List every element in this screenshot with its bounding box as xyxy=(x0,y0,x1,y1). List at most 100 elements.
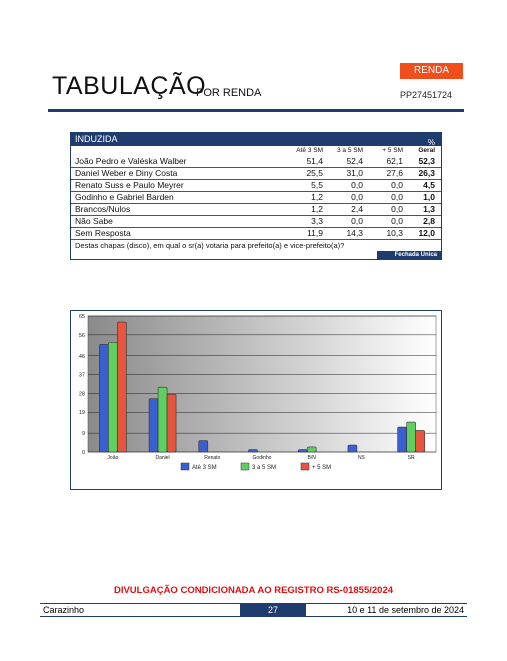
x-tick-label: Godinho xyxy=(253,455,272,461)
bar xyxy=(306,446,317,453)
footer-bar: Carazinho 27 10 e 11 de setembro de 2024 xyxy=(40,603,467,617)
table-row: Brancos/Nulos 1,2 2,4 0,0 1,3 xyxy=(71,204,441,216)
y-tick-label: 0 xyxy=(82,450,85,456)
cell: 11,9 xyxy=(307,228,323,238)
page-number: 27 xyxy=(240,604,306,616)
bar xyxy=(347,444,358,453)
cell: 25,5 xyxy=(306,168,323,178)
legend-label: + 5 SM xyxy=(312,465,331,471)
date: 10 e 11 de setembro de 2024 xyxy=(347,605,464,615)
legend-label: 3 a 5 SM xyxy=(252,465,276,471)
bar xyxy=(198,440,209,453)
cell: 0,0 xyxy=(351,192,363,202)
cell: 1,2 xyxy=(311,192,323,202)
column-header: Até 3 SM xyxy=(296,147,323,154)
cell: 3,3 xyxy=(311,216,323,226)
table-body: Até 3 SM 3 a 5 SM + 5 SM Geral João Pedro e … xyxy=(71,146,441,259)
table-row: Não Sabe 3,3 0,0 0,0 2,8 xyxy=(71,216,441,228)
cell: 1,0 xyxy=(423,192,435,202)
row-label: Brancos/Nulos xyxy=(75,204,131,214)
row-label: João Pedro e Valéska Walber xyxy=(75,156,187,166)
code: PP27451724 xyxy=(400,90,453,100)
y-tick-label: 56 xyxy=(79,333,85,339)
table-row: Renato Suss e Paulo Meyrer 5,5 0,0 0,0 4,5 xyxy=(71,180,441,192)
city: Carazinho xyxy=(43,605,85,615)
column-header: 3 a 5 SM xyxy=(336,147,363,154)
cell: 12,0 xyxy=(418,228,435,238)
cell: 0,0 xyxy=(391,204,403,214)
chart: 0 9 19 28 37 46 56 65 João Daniel Renato Godinho B/N… xyxy=(79,314,437,471)
cell: 4,5 xyxy=(423,180,435,190)
cell: 1,2 xyxy=(311,204,323,214)
row-label: Daniel Weber e Diny Costa xyxy=(75,168,178,178)
cell: 10,3 xyxy=(386,228,403,238)
column-header: Geral xyxy=(418,147,435,154)
column-header: + 5 SM xyxy=(382,147,403,154)
cell: 0,0 xyxy=(391,216,403,226)
bar xyxy=(397,426,407,453)
table: INDUZIDA % Até 3 SM 3 a 5 SM + 5 SM Geral Jo… xyxy=(70,132,442,260)
x-tick-label: NS xyxy=(358,455,366,461)
bar xyxy=(99,344,109,453)
y-tick-label: 46 xyxy=(79,354,85,360)
x-tick-label: SR xyxy=(408,455,415,461)
plot-area xyxy=(87,315,437,453)
cell: 27,6 xyxy=(386,168,403,178)
legend-swatch xyxy=(180,462,190,471)
cell: 0,0 xyxy=(391,192,403,202)
bar xyxy=(117,321,127,453)
cell: 14,3 xyxy=(346,228,363,238)
subtitle: POR RENDA xyxy=(196,87,262,99)
x-tick-label: Renato xyxy=(204,455,220,461)
y-tick-label: 28 xyxy=(79,391,85,397)
badge: RENDA xyxy=(400,63,463,79)
row-label: Sem Resposta xyxy=(75,228,131,238)
table-row: Sem Resposta 11,9 14,3 10,3 12,0 xyxy=(71,228,441,240)
bar xyxy=(406,421,416,453)
note: Fechada Única xyxy=(377,251,441,259)
y-tick-label: 65 xyxy=(79,314,85,320)
cell: 31,0 xyxy=(346,168,363,178)
title: TABULAÇÃO xyxy=(52,72,207,100)
table-title: INDUZIDA xyxy=(75,134,118,144)
y-tick-label: 19 xyxy=(79,410,85,416)
cell: 26,3 xyxy=(418,168,435,178)
x-tick-label: João xyxy=(107,455,118,461)
bar xyxy=(148,398,159,453)
legend-swatch xyxy=(300,462,310,471)
cell: 1,3 xyxy=(423,204,435,214)
table-row: João Pedro e Valéska Walber 51,4 52,4 62,1 5… xyxy=(71,156,441,168)
legend-swatch xyxy=(240,462,250,471)
bar xyxy=(166,393,177,453)
cell: 0,0 xyxy=(351,216,363,226)
table-header: INDUZIDA % xyxy=(71,133,441,147)
unit: % xyxy=(427,138,435,147)
cell: 62,1 xyxy=(386,156,403,166)
bar xyxy=(157,386,168,453)
cell: 0,0 xyxy=(351,180,363,190)
bar xyxy=(415,430,425,453)
column-header-row: Até 3 SM 3 a 5 SM + 5 SM Geral xyxy=(71,146,441,156)
legend-label: Até 3 SM xyxy=(192,465,217,471)
cell: 2,8 xyxy=(423,216,435,226)
cell: 52,4 xyxy=(346,156,363,166)
y-tick-label: 9 xyxy=(82,431,85,437)
row-label: Renato Suss e Paulo Meyrer xyxy=(75,180,184,190)
rule xyxy=(48,109,464,112)
bar xyxy=(108,342,118,453)
cell: 51,4 xyxy=(306,156,323,166)
cell: 5,5 xyxy=(311,180,323,190)
bar xyxy=(248,449,258,453)
table-row: Godinho e Gabriel Barden 1,2 0,0 0,0 1,0 xyxy=(71,192,441,204)
x-tick-label: Daniel xyxy=(155,455,169,461)
cell: 2,4 xyxy=(351,204,363,214)
y-tick-label: 37 xyxy=(79,373,85,379)
bar xyxy=(297,449,308,453)
row-label: Não Sabe xyxy=(75,216,113,226)
table-row: Daniel Weber e Diny Costa 25,5 31,0 27,6 26,… xyxy=(71,168,441,180)
cell: 52,3 xyxy=(418,156,435,166)
disclaimer: DIVULGAÇÃO CONDICIONADA AO REGISTRO RS-0… xyxy=(113,585,394,596)
chart-box: 0 9 19 28 37 46 56 65 João Daniel Renato Godinho B/N… xyxy=(70,310,442,490)
question: Destas chapas (disco), em qual o sr(a) v… xyxy=(75,241,345,250)
